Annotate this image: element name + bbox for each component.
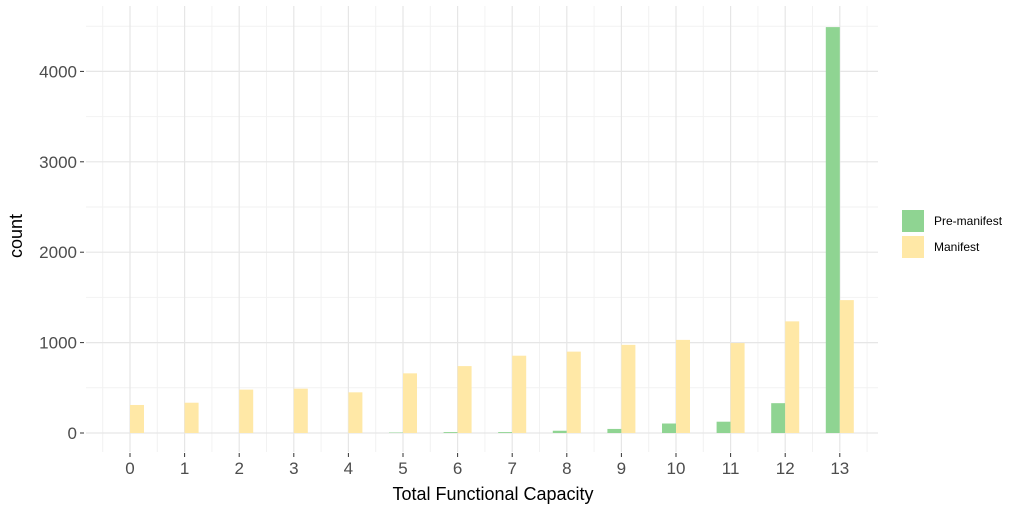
y-tick-label: 4000 <box>39 62 77 81</box>
y-tick-label: 3000 <box>39 153 77 172</box>
legend-label-manifest: Manifest <box>934 240 980 254</box>
bars <box>130 27 854 433</box>
bar-manifest-12 <box>785 321 800 433</box>
x-tick-label: 12 <box>776 459 795 478</box>
minor-gridlines <box>86 6 878 452</box>
bar-manifest-1 <box>184 402 199 433</box>
bar-pre-manifest-10 <box>662 423 676 433</box>
bar-manifest-10 <box>676 339 690 433</box>
x-axis-title: Total Functional Capacity <box>392 484 593 504</box>
x-tick-label: 10 <box>667 459 686 478</box>
legend-key-pre-manifest <box>902 210 924 232</box>
bar-pre-manifest-7 <box>498 432 513 433</box>
bar-pre-manifest-13 <box>825 27 840 433</box>
x-tick-label: 0 <box>125 459 134 478</box>
bar-manifest-13 <box>839 300 854 433</box>
bar-manifest-5 <box>403 373 417 433</box>
bar-manifest-7 <box>512 355 527 433</box>
legend-label-pre-manifest: Pre-manifest <box>934 214 1003 228</box>
x-tick-label: 7 <box>507 459 516 478</box>
bar-pre-manifest-12 <box>771 403 786 433</box>
x-tick-label: 6 <box>453 459 462 478</box>
bar-pre-manifest-11 <box>716 421 731 433</box>
y-tick-label: 1000 <box>39 334 77 353</box>
y-axis: 0 1000 2000 3000 4000 <box>39 62 84 443</box>
x-tick-label: 2 <box>234 459 243 478</box>
bar-manifest-6 <box>457 366 472 433</box>
x-tick-label: 11 <box>722 459 740 478</box>
y-tick-label: 0 <box>68 424 77 443</box>
bar-pre-manifest-6 <box>443 432 458 433</box>
x-tick-label: 9 <box>617 459 626 478</box>
bar-manifest-3 <box>293 388 308 433</box>
major-gridlines <box>86 6 878 452</box>
legend: Pre-manifest Manifest <box>902 210 1003 258</box>
y-tick-label: 2000 <box>39 243 77 262</box>
x-tick-label: 1 <box>180 459 189 478</box>
bar-manifest-4 <box>348 392 363 433</box>
y-axis-title: count <box>6 214 26 258</box>
legend-key-manifest <box>902 236 924 258</box>
x-tick-label: 4 <box>344 459 353 478</box>
x-tick-label: 13 <box>830 459 849 478</box>
bar-manifest-11 <box>730 343 745 433</box>
x-axis: 0 1 2 3 4 5 6 7 8 9 10 11 12 13 <box>125 453 849 478</box>
bar-manifest-2 <box>239 389 254 433</box>
bar-pre-manifest-9 <box>607 428 622 433</box>
bar-manifest-0 <box>130 404 144 433</box>
x-tick-label: 8 <box>562 459 571 478</box>
bar-manifest-9 <box>621 344 636 433</box>
bar-manifest-8 <box>566 351 581 433</box>
bar-pre-manifest-8 <box>552 430 567 433</box>
x-tick-label: 3 <box>289 459 298 478</box>
x-tick-label: 5 <box>398 459 407 478</box>
